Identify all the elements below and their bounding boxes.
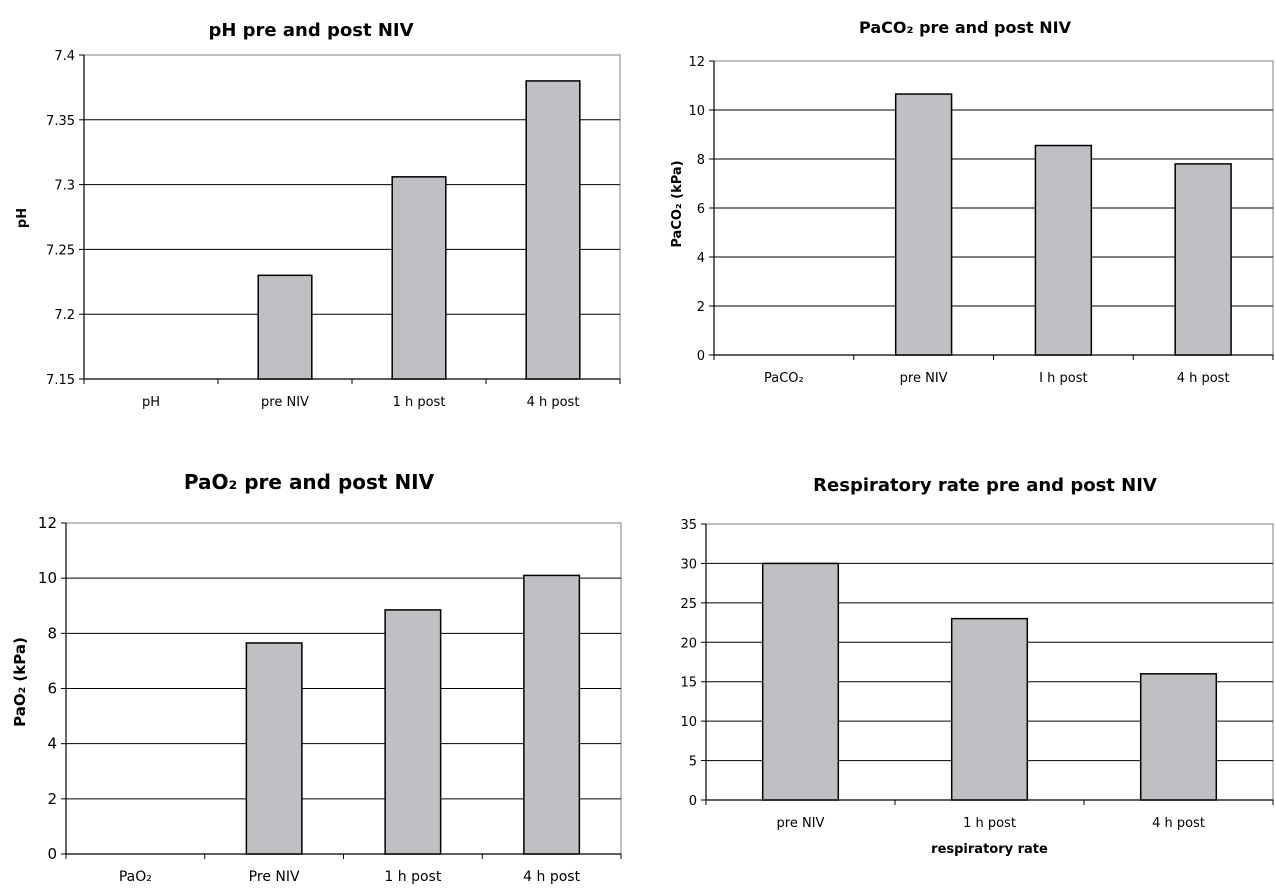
y-tick-label: 20 (680, 636, 697, 651)
bar-2 (894, 93, 953, 356)
chart-1: 7.15 7.2 7.25 7.3 7.35 7.4 pH pre NIV 1 h post 4 … (15, 20, 621, 410)
y-tick-label: 4 (47, 735, 57, 753)
x-category-label: 1 h post (384, 869, 441, 885)
x-category-label: 4 h post (1177, 371, 1230, 386)
y-tick-label: 12 (688, 55, 705, 70)
chart-title: Respiratory rate pre and post NIV (813, 475, 1157, 496)
x-category-label: pre NIV (900, 371, 948, 386)
bar-3 (1139, 673, 1218, 801)
x-category-label: PaO₂ (119, 869, 152, 885)
chart-2: 0 2 4 6 8 10 12 PaCO₂ pre NIV I h post 4 h post PaC… (670, 18, 1274, 386)
x-category-label: I h post (1039, 371, 1087, 386)
bar-2 (257, 274, 313, 380)
bar-2 (245, 642, 303, 855)
y-tick-label: 10 (680, 715, 697, 730)
y-tick-label: 7.2 (54, 308, 75, 323)
y-tick-label: 30 (680, 557, 697, 572)
x-category-label: 1 h post (393, 395, 446, 410)
y-tick-label: 25 (680, 597, 697, 612)
y-tick-label: 4 (697, 251, 705, 266)
y-tick-label: 7.25 (46, 243, 75, 258)
x-category-label: pre NIV (261, 395, 309, 410)
bar-3 (391, 176, 447, 380)
x-category-label: pH (142, 395, 160, 410)
x-category-label: 1 h post (963, 816, 1016, 831)
chart-title: PaCO₂ pre and post NIV (859, 18, 1072, 37)
y-tick-label: 35 (680, 518, 697, 533)
bar-3 (1034, 144, 1093, 356)
y-tick-label: 6 (47, 680, 57, 698)
y-tick-label: 5 (689, 755, 697, 770)
chart-title: PaO₂ pre and post NIV (184, 470, 435, 494)
bar-2 (950, 617, 1029, 801)
y-tick-label: 0 (689, 794, 697, 809)
y-tick-label: 0 (697, 349, 705, 364)
y-tick-label: 2 (697, 300, 705, 315)
y-tick-label: 0 (47, 845, 57, 863)
x-category-label: PaCO₂ (764, 371, 804, 386)
y-tick-label: 10 (688, 104, 705, 119)
y-tick-label: 12 (38, 514, 57, 532)
bar-3 (384, 609, 442, 855)
y-tick-label: 10 (38, 569, 57, 587)
x-category-label: 4 h post (1152, 816, 1205, 831)
y-tick-label: 8 (697, 153, 705, 168)
bar-4 (1174, 163, 1232, 356)
x-category-label: 4 h post (527, 395, 580, 410)
bar-1 (761, 562, 840, 801)
bar-4 (523, 574, 581, 855)
x-category-label: Pre NIV (249, 869, 300, 885)
y-tick-label: 2 (47, 790, 57, 808)
y-axis-title: pH (15, 208, 30, 228)
y-tick-label: 7.4 (54, 49, 75, 64)
chart-4: 0 5 10 15 20 25 30 35 pre NIV 1 h post 4 h post Res… (680, 475, 1274, 857)
bar-4 (525, 80, 581, 380)
y-axis-title: PaO₂ (kPa) (11, 637, 29, 727)
y-tick-label: 6 (697, 202, 705, 217)
y-tick-label: 7.35 (46, 114, 75, 129)
x-category-label: 4 h post (523, 869, 580, 885)
chart-title: pH pre and post NIV (208, 20, 413, 41)
y-tick-label: 15 (680, 676, 697, 691)
x-category-label: pre NIV (777, 816, 825, 831)
y-tick-label: 8 (47, 624, 57, 642)
y-tick-label: 7.15 (46, 373, 75, 388)
chart-3: 0 2 4 6 8 10 12 PaO₂ Pre NIV 1 h post 4 h post PaO₂… (11, 470, 622, 885)
y-tick-label: 7.3 (54, 179, 75, 194)
y-axis-title: PaCO₂ (kPa) (670, 160, 685, 247)
x-axis-title: respiratory rate (931, 842, 1048, 857)
